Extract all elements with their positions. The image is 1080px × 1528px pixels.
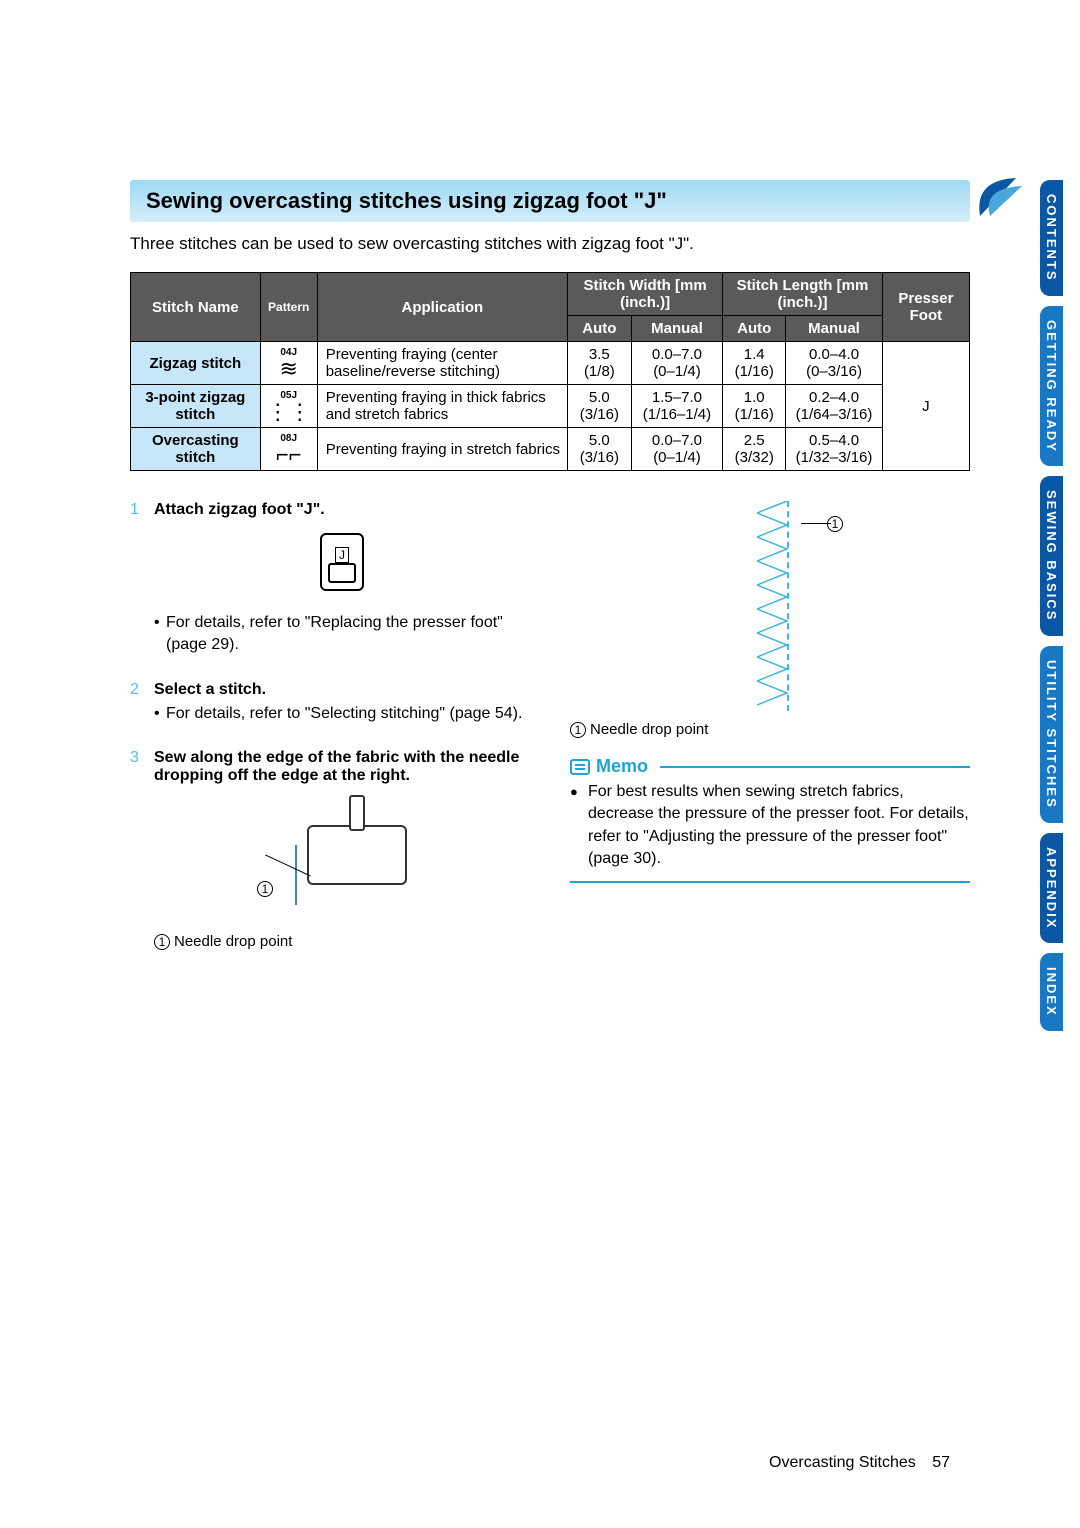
table-row: 3-point zigzag stitch 05J⋮⋮ Preventing f… <box>131 385 970 428</box>
section-title: Sewing overcasting stitches using zigzag… <box>146 188 954 214</box>
step-title: Attach zigzag foot "J". <box>154 501 530 519</box>
three-point-zigzag-icon: ⋮⋮ <box>267 399 311 424</box>
th-w-manual: Manual <box>631 316 722 342</box>
zigzag-icon: ≋ <box>279 356 297 381</box>
stitch-table: Stitch Name Pattern Application Stitch W… <box>130 272 970 471</box>
cell-pattern: 08J⌐⌐ <box>260 428 317 471</box>
section-title-bar: Sewing overcasting stitches using zigzag… <box>130 180 970 222</box>
footer-page-number: 57 <box>932 1454 950 1471</box>
table-row: Zigzag stitch 04J≋ Preventing fraying (c… <box>131 342 970 385</box>
step-title: Select a stitch. <box>154 681 530 699</box>
step-3: 3 Sew along the edge of the fabric with … <box>130 749 530 950</box>
cell-foot: J <box>882 342 969 471</box>
memo-icon <box>570 759 590 775</box>
right-column: 1 1Needle drop point Memo For best resul… <box>570 501 970 970</box>
cell-name: Overcasting stitch <box>131 428 261 471</box>
footer-section: Overcasting Stitches <box>769 1454 916 1471</box>
page-footer: Overcasting Stitches 57 <box>769 1454 950 1472</box>
step-bullet: For details, refer to "Selecting stitchi… <box>154 703 530 725</box>
presser-foot-j-icon <box>154 533 530 596</box>
cell-w-auto: 5.0 (3/16) <box>567 428 631 471</box>
th-width: Stitch Width [mm (inch.)] <box>567 273 722 316</box>
cell-l-manual: 0.0–4.0 (0–3/16) <box>786 342 883 385</box>
th-l-auto: Auto <box>723 316 786 342</box>
memo-title: Memo <box>596 756 648 777</box>
intro-text: Three stitches can be used to sew overca… <box>130 234 970 254</box>
th-length: Stitch Length [mm (inch.)] <box>723 273 883 316</box>
th-stitch-name: Stitch Name <box>131 273 261 342</box>
th-w-auto: Auto <box>567 316 631 342</box>
step-2: 2 Select a stitch. For details, refer to… <box>130 681 530 729</box>
cell-w-manual: 0.0–7.0 (0–1/4) <box>631 428 722 471</box>
left-column: 1 Attach zigzag foot "J". For details, r… <box>130 501 530 970</box>
cell-application: Preventing fraying (center baseline/reve… <box>317 342 567 385</box>
th-l-manual: Manual <box>786 316 883 342</box>
figure-caption: 1Needle drop point <box>154 933 530 950</box>
step-number: 1 <box>130 501 144 661</box>
th-pattern: Pattern <box>260 273 317 342</box>
cell-w-auto: 5.0 (3/16) <box>567 385 631 428</box>
cell-w-manual: 1.5–7.0 (1/16–1/4) <box>631 385 722 428</box>
cell-l-auto: 1.0 (1/16) <box>723 385 786 428</box>
cell-l-manual: 0.2–4.0 (1/64–3/16) <box>786 385 883 428</box>
step-number: 3 <box>130 749 144 950</box>
cell-pattern: 05J⋮⋮ <box>260 385 317 428</box>
table-row: Overcasting stitch 08J⌐⌐ Preventing fray… <box>131 428 970 471</box>
memo-text: For best results when sewing stretch fab… <box>570 781 970 871</box>
cell-application: Preventing fraying in thick fabrics and … <box>317 385 567 428</box>
cell-name: Zigzag stitch <box>131 342 261 385</box>
figure-caption: 1Needle drop point <box>570 721 970 738</box>
th-application: Application <box>317 273 567 342</box>
cell-w-auto: 3.5 (1/8) <box>567 342 631 385</box>
th-foot: Presser Foot <box>882 273 969 342</box>
cell-application: Preventing fraying in stretch fabrics <box>317 428 567 471</box>
step-1: 1 Attach zigzag foot "J". For details, r… <box>130 501 530 661</box>
cell-l-auto: 2.5 (3/32) <box>723 428 786 471</box>
memo-box: Memo For best results when sewing stretc… <box>570 756 970 883</box>
cell-pattern: 04J≋ <box>260 342 317 385</box>
cell-name: 3-point zigzag stitch <box>131 385 261 428</box>
cell-l-auto: 1.4 (1/16) <box>723 342 786 385</box>
overcasting-icon: ⌐⌐ <box>276 442 302 467</box>
sewing-diagram: 1 <box>257 795 427 925</box>
step-number: 2 <box>130 681 144 729</box>
cell-w-manual: 0.0–7.0 (0–1/4) <box>631 342 722 385</box>
stitch-sample-diagram: 1 <box>715 501 825 711</box>
step-bullet: For details, refer to "Replacing the pre… <box>154 612 530 657</box>
cell-l-manual: 0.5–4.0 (1/32–3/16) <box>786 428 883 471</box>
step-title: Sew along the edge of the fabric with th… <box>154 749 530 785</box>
